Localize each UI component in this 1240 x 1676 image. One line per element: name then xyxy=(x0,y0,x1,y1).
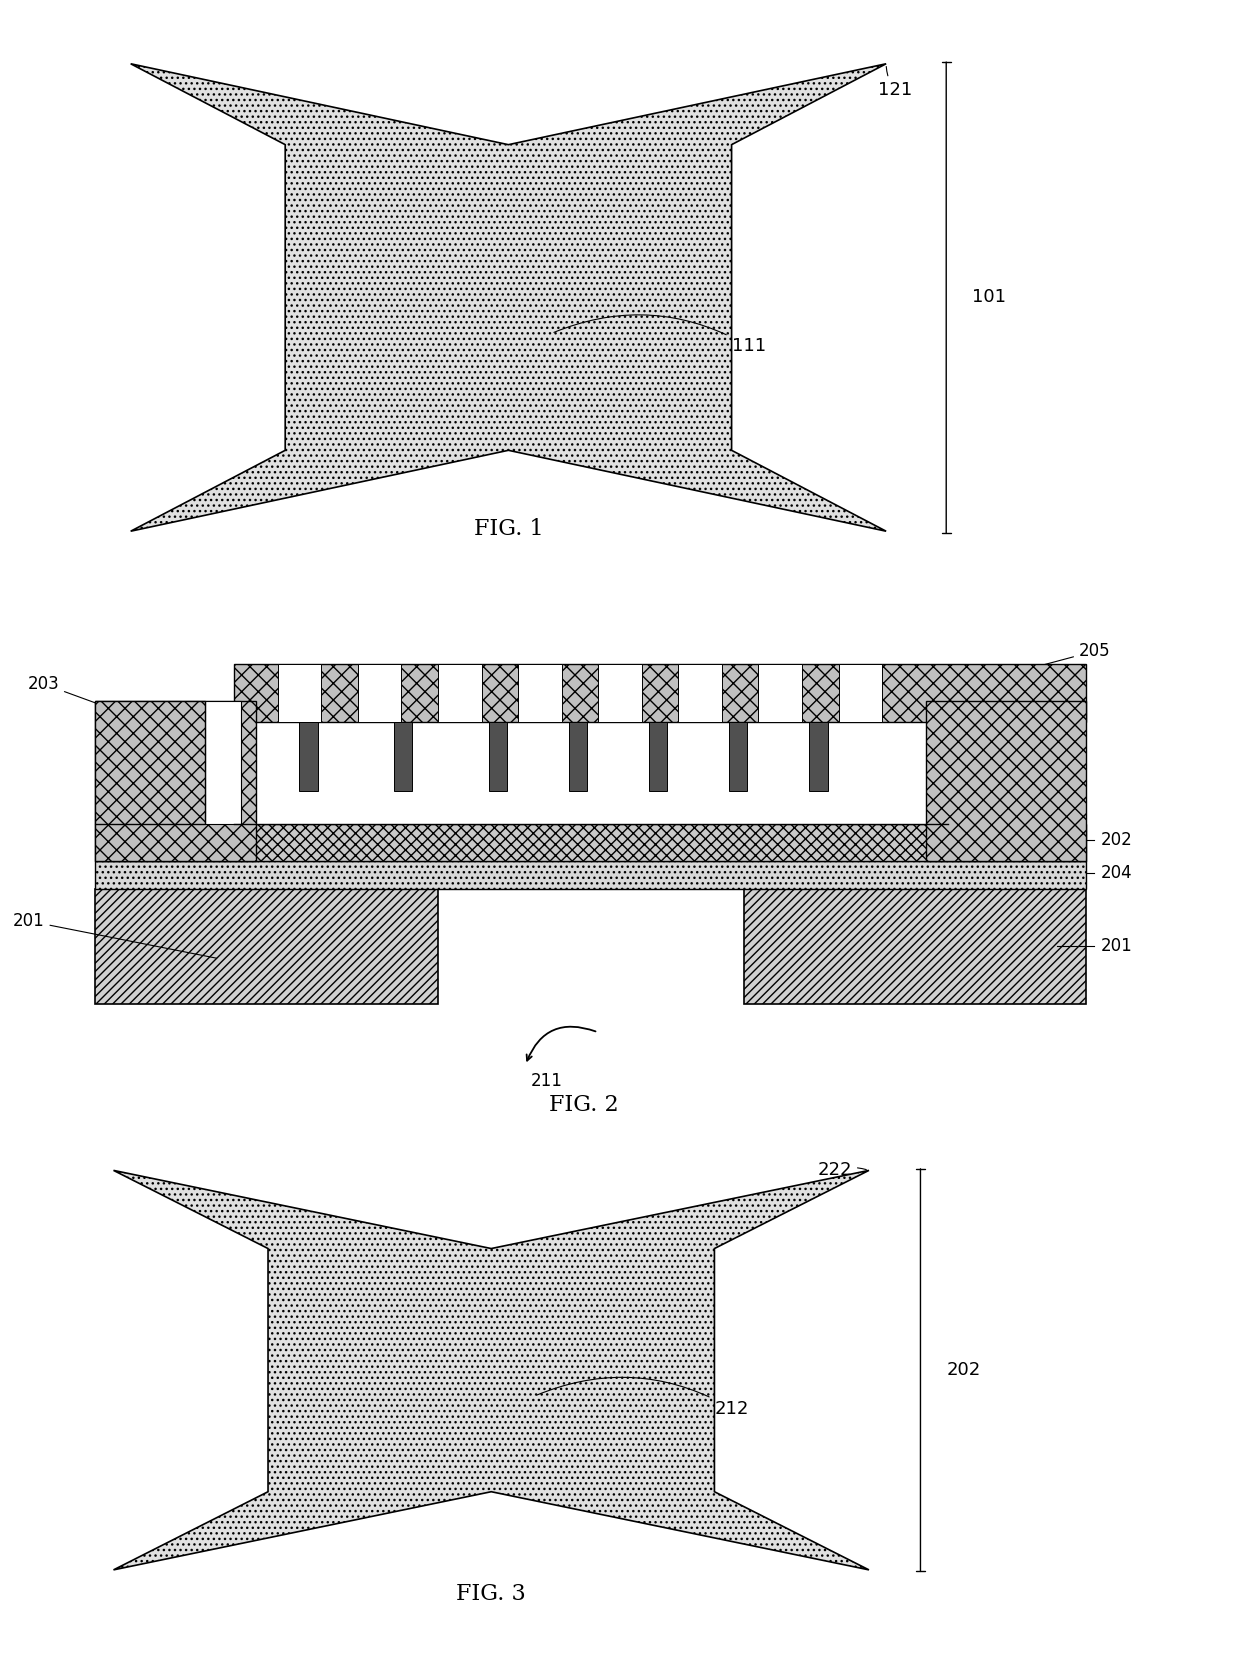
Bar xyxy=(759,664,802,722)
Text: 101: 101 xyxy=(972,288,1006,307)
Bar xyxy=(95,860,1086,890)
Text: 202: 202 xyxy=(1101,831,1132,850)
Bar xyxy=(569,722,588,791)
Bar xyxy=(95,701,205,825)
Bar xyxy=(650,722,667,791)
Bar xyxy=(518,664,562,722)
Bar xyxy=(678,664,722,722)
Text: 121: 121 xyxy=(878,67,911,99)
Bar xyxy=(810,722,827,791)
Bar xyxy=(744,890,1086,1004)
Bar xyxy=(489,722,507,791)
Bar xyxy=(95,890,438,1004)
Text: 222: 222 xyxy=(817,1161,867,1178)
Text: 201: 201 xyxy=(1101,937,1132,955)
Text: 203: 203 xyxy=(27,675,144,721)
Polygon shape xyxy=(130,64,887,531)
Text: 202: 202 xyxy=(946,1361,981,1379)
Text: 111: 111 xyxy=(554,315,766,355)
Bar xyxy=(838,664,883,722)
Text: 212: 212 xyxy=(537,1378,749,1418)
Bar xyxy=(300,722,317,791)
Text: 205: 205 xyxy=(987,642,1111,680)
Text: FIG. 3: FIG. 3 xyxy=(456,1582,526,1604)
Bar xyxy=(926,701,1086,860)
Bar xyxy=(95,825,1086,860)
Bar xyxy=(394,722,413,791)
Bar xyxy=(234,664,1086,722)
Bar xyxy=(598,664,642,722)
Bar xyxy=(729,722,748,791)
Text: FIG. 2: FIG. 2 xyxy=(549,1094,619,1116)
Bar xyxy=(278,664,321,722)
Bar xyxy=(438,664,481,722)
Text: 204: 204 xyxy=(1101,863,1132,882)
Text: 211: 211 xyxy=(531,1071,563,1089)
Polygon shape xyxy=(114,1170,869,1570)
Text: 201: 201 xyxy=(12,912,217,959)
Bar xyxy=(205,701,241,825)
Text: FIG. 1: FIG. 1 xyxy=(474,518,543,540)
Bar xyxy=(234,685,947,825)
Bar xyxy=(358,664,402,722)
Bar xyxy=(95,701,255,860)
